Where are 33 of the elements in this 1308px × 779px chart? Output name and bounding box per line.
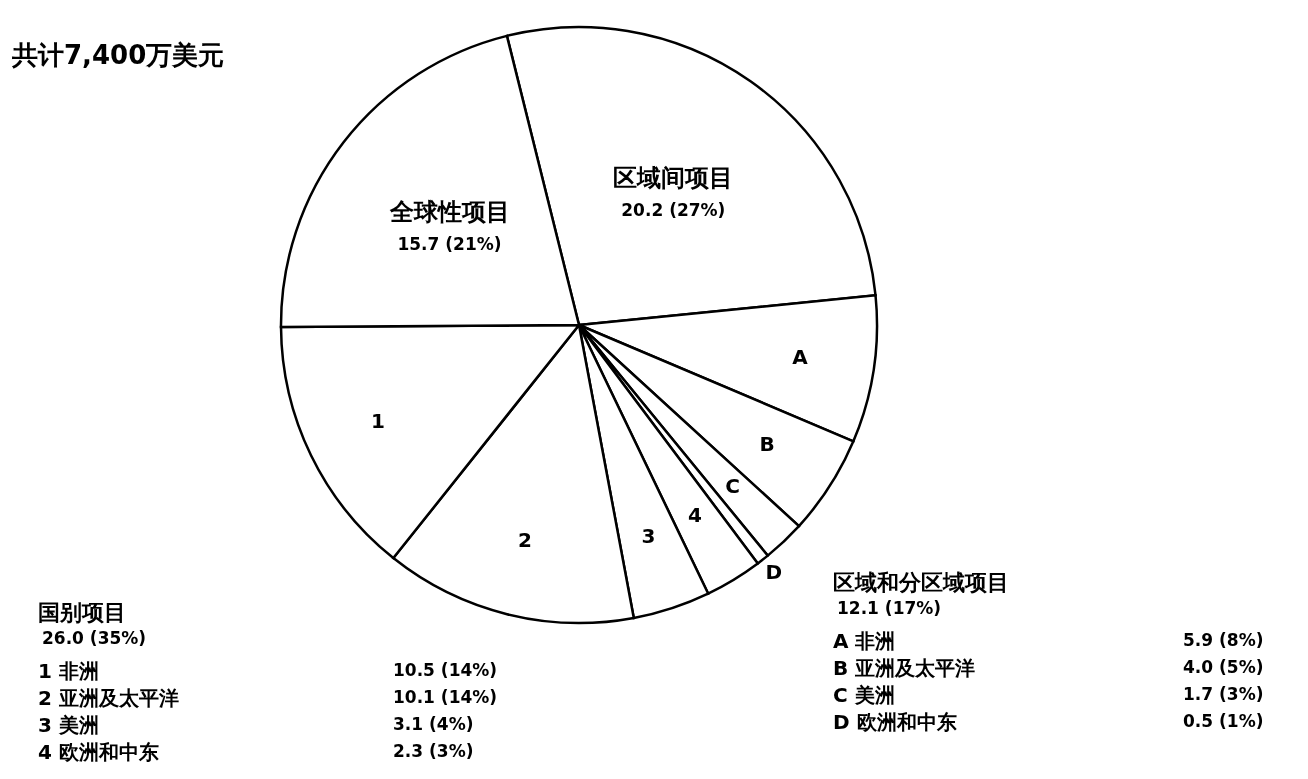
text: 3.1 (4%) — [393, 714, 474, 734]
text: 10.1 (14%) — [393, 687, 498, 707]
slice-label: C — [725, 473, 740, 498]
text: 26.0 (35%) — [42, 628, 148, 648]
text: 4 欧洲和中东 — [38, 740, 159, 764]
slice-label: 区域间项目 — [613, 163, 734, 192]
text: 3 美洲 — [38, 713, 99, 737]
text: 4.0 (5%) — [1183, 657, 1264, 677]
text: 5.9 (8%) — [1183, 630, 1264, 650]
text: C 美洲 — [833, 683, 895, 707]
text: 2 亚洲及太平洋 — [38, 686, 179, 710]
text: 区域和分区域项目 — [833, 569, 1009, 597]
slice-label: D — [765, 560, 783, 585]
slice-label: 3 — [641, 523, 656, 548]
text: 12.1 (17%) — [837, 598, 943, 618]
data-label: 20.2 (27%) — [621, 199, 726, 220]
slice-label: A — [792, 345, 809, 369]
text: B 亚洲及太平洋 — [833, 656, 976, 680]
slice-label: 1 — [371, 409, 385, 434]
text: A 非洲 — [833, 629, 896, 653]
slice-label: 4 — [688, 502, 702, 527]
slice-label: B — [759, 432, 775, 457]
text: 1.7 (3%) — [1183, 684, 1264, 704]
data-label: 15.7 (21%) — [397, 233, 502, 254]
slice-label: 2 — [518, 528, 532, 553]
text: 2.3 (3%) — [393, 741, 474, 761]
text: 0.5 (1%) — [1183, 711, 1264, 731]
slice-label: 全球性项目 — [388, 197, 510, 226]
text: D 欧洲和中东 — [833, 710, 957, 734]
text: 10.5 (14%) — [393, 660, 498, 680]
text: 共计7,400万美元 — [12, 39, 225, 72]
text: 国别项目 — [38, 599, 127, 627]
text: 1 非洲 — [38, 659, 99, 683]
